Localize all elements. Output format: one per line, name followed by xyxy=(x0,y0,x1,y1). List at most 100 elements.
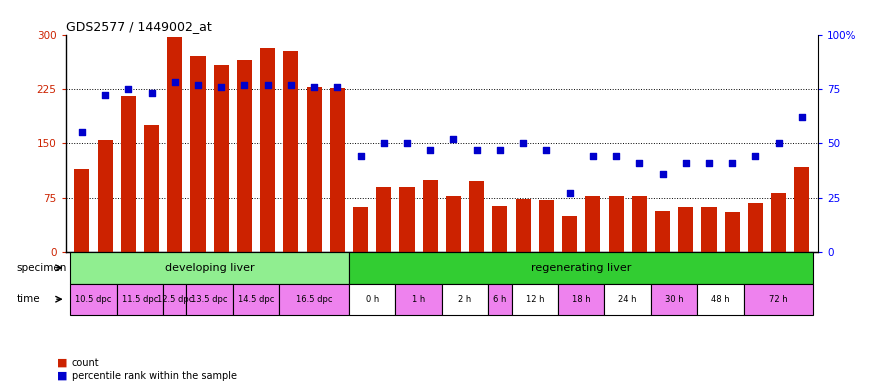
Bar xyxy=(233,283,279,315)
Point xyxy=(702,160,716,166)
Text: 16.5 dpc: 16.5 dpc xyxy=(296,295,332,304)
Bar xyxy=(702,207,717,252)
Bar xyxy=(186,252,210,253)
Bar xyxy=(790,252,814,253)
Text: 1 h: 1 h xyxy=(412,295,425,304)
Bar xyxy=(466,252,488,253)
Bar xyxy=(581,252,605,253)
Bar xyxy=(163,283,186,315)
Point xyxy=(191,81,205,88)
Bar xyxy=(372,252,396,253)
Bar xyxy=(697,283,744,315)
Bar xyxy=(608,195,624,252)
Point xyxy=(168,79,182,86)
Text: 6 h: 6 h xyxy=(493,295,507,304)
Bar xyxy=(306,87,322,252)
Bar xyxy=(210,252,233,253)
Point xyxy=(794,114,808,120)
Point xyxy=(772,140,786,146)
Bar xyxy=(70,252,94,253)
Bar xyxy=(558,252,581,253)
Bar xyxy=(353,207,368,252)
Point xyxy=(725,160,739,166)
Bar xyxy=(94,252,116,253)
Bar xyxy=(767,252,790,253)
Point xyxy=(354,153,367,159)
Point xyxy=(633,160,647,166)
Bar xyxy=(585,195,600,252)
Text: 0 h: 0 h xyxy=(366,295,379,304)
Bar xyxy=(748,203,763,252)
Bar xyxy=(674,252,697,253)
Text: 18 h: 18 h xyxy=(572,295,591,304)
Bar xyxy=(140,252,163,253)
Point xyxy=(214,84,228,90)
Text: ■: ■ xyxy=(57,358,67,368)
Text: 14.5 dpc: 14.5 dpc xyxy=(238,295,274,304)
Bar xyxy=(558,283,605,315)
Text: 72 h: 72 h xyxy=(769,295,788,304)
Point xyxy=(446,136,460,142)
Bar xyxy=(627,252,651,253)
Text: 48 h: 48 h xyxy=(711,295,730,304)
Bar xyxy=(651,283,697,315)
Bar xyxy=(279,283,349,315)
Point xyxy=(424,147,438,153)
Text: 11.5 dpc: 11.5 dpc xyxy=(122,295,158,304)
Bar xyxy=(678,207,693,252)
Bar xyxy=(349,252,814,283)
Bar xyxy=(651,252,674,253)
Bar xyxy=(396,283,442,315)
Bar xyxy=(376,187,391,252)
Text: 10.5 dpc: 10.5 dpc xyxy=(75,295,112,304)
Bar xyxy=(744,283,814,315)
Text: count: count xyxy=(72,358,100,368)
Bar xyxy=(97,140,113,252)
Bar xyxy=(214,65,228,252)
Text: 2 h: 2 h xyxy=(458,295,472,304)
Bar xyxy=(116,283,163,315)
Bar xyxy=(794,167,809,252)
Point xyxy=(655,171,669,177)
Point xyxy=(98,93,112,99)
Point xyxy=(400,140,414,146)
Point xyxy=(144,90,158,96)
Bar xyxy=(562,216,578,252)
Bar xyxy=(744,252,767,253)
Bar xyxy=(260,48,276,252)
Bar xyxy=(116,252,140,253)
Bar xyxy=(279,252,303,253)
Point xyxy=(679,160,693,166)
Bar xyxy=(400,187,415,252)
Bar xyxy=(423,180,438,252)
Bar xyxy=(326,252,349,253)
Point xyxy=(261,81,275,88)
Point xyxy=(539,147,553,153)
Point xyxy=(307,84,321,90)
Text: 13.5 dpc: 13.5 dpc xyxy=(192,295,228,304)
Bar xyxy=(515,199,531,252)
Bar xyxy=(446,195,461,252)
Text: 12.5 dpc: 12.5 dpc xyxy=(157,295,193,304)
Bar xyxy=(418,252,442,253)
Text: 24 h: 24 h xyxy=(619,295,637,304)
Bar xyxy=(605,283,651,315)
Bar xyxy=(512,283,558,315)
Point xyxy=(75,129,89,136)
Point xyxy=(331,84,345,90)
Bar xyxy=(167,37,182,252)
Bar xyxy=(70,283,116,315)
Bar xyxy=(349,252,372,253)
Point xyxy=(284,81,298,88)
Bar xyxy=(256,252,279,253)
Bar xyxy=(191,56,206,252)
Bar xyxy=(303,252,326,253)
Bar xyxy=(488,252,512,253)
Bar xyxy=(469,181,484,252)
Bar xyxy=(74,169,89,252)
Point xyxy=(586,153,600,159)
Bar xyxy=(488,283,512,315)
Bar xyxy=(186,283,233,315)
Text: 12 h: 12 h xyxy=(526,295,544,304)
Bar xyxy=(349,283,396,315)
